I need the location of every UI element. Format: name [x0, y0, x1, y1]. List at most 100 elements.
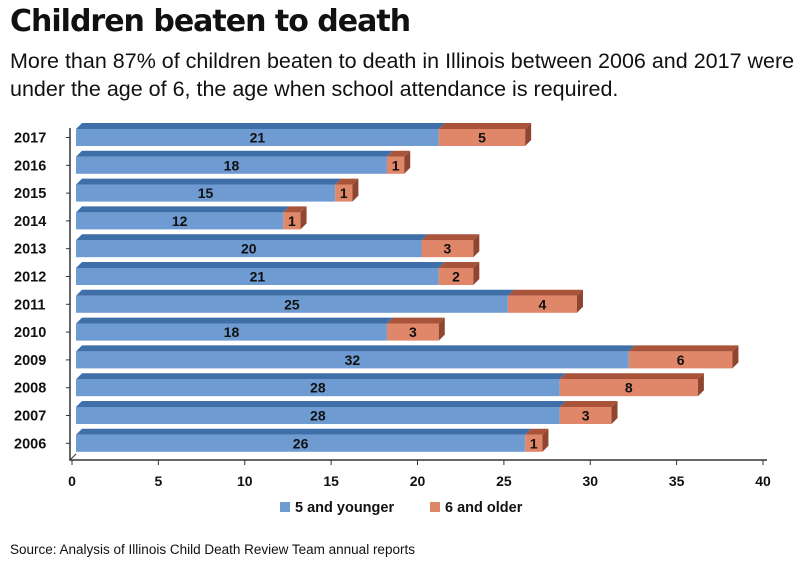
data-label-6-and-older: 8 — [625, 380, 633, 396]
data-label-6-and-older: 2 — [452, 269, 460, 285]
bar-top-6-and-older — [438, 123, 532, 129]
bar-6-and-older — [507, 295, 577, 313]
category-label: 2014 — [14, 214, 46, 230]
bar-top-6-and-older — [386, 150, 411, 157]
x-tick-label: 40 — [755, 473, 771, 489]
legend-swatch-6-and-older — [430, 502, 440, 512]
bar-6-and-older — [525, 434, 543, 452]
data-label-5-and-younger: 18 — [224, 157, 240, 173]
data-label-5-and-younger: 26 — [293, 435, 309, 451]
bar-side-6-and-older — [525, 123, 532, 146]
bar-6-and-older — [438, 268, 474, 285]
bar-6-and-older — [559, 379, 698, 397]
data-label-6-and-older: 1 — [288, 213, 296, 229]
bar-top-5-and-younger — [76, 317, 393, 324]
data-label-6-and-older: 4 — [539, 296, 547, 312]
bar-top-5-and-younger — [76, 401, 566, 407]
data-label-5-and-younger: 25 — [284, 296, 300, 312]
bar-side-6-and-older — [352, 178, 359, 202]
data-label-6-and-older: 3 — [582, 408, 590, 424]
bar-top-5-and-younger — [76, 206, 290, 213]
bar-top-6-and-older — [421, 234, 480, 241]
legend-label-6-and-older: 6 and older — [445, 500, 523, 516]
data-label-5-and-younger: 20 — [241, 241, 257, 257]
data-label-6-and-older: 6 — [677, 352, 685, 368]
category-label: 2008 — [14, 381, 46, 397]
bar-top-5-and-younger — [76, 234, 428, 241]
category-label: 2011 — [14, 297, 45, 313]
x-tick-label: 20 — [410, 473, 426, 489]
bar-top-6-and-older — [507, 289, 583, 296]
bar-6-and-older — [438, 129, 526, 146]
x-tick-label: 10 — [237, 473, 253, 489]
data-label-5-and-younger: 15 — [198, 185, 214, 201]
bar-top-5-and-younger — [76, 289, 514, 296]
bar-side-6-and-older — [300, 206, 307, 230]
category-label: 2006 — [14, 436, 46, 452]
bar-6-and-older — [421, 240, 474, 258]
bar-top-6-and-older — [283, 206, 307, 213]
chart-title: Children beaten to death — [10, 4, 411, 39]
chart-legend: 5 and younger 6 and older — [280, 500, 523, 516]
data-label-5-and-younger: 21 — [250, 130, 266, 146]
category-label: 2009 — [14, 353, 46, 369]
bar-side-6-and-older — [732, 345, 739, 369]
bar-side-6-and-older — [697, 373, 704, 397]
bar-top-5-and-younger — [76, 373, 566, 380]
category-label: 2007 — [14, 409, 46, 425]
category-label: 2012 — [14, 270, 46, 286]
bar-5-and-younger — [76, 184, 336, 202]
bar-top-6-and-older — [335, 178, 359, 185]
bar-side-6-and-older — [404, 150, 411, 174]
data-label-5-and-younger: 12 — [172, 213, 188, 229]
bar-6-and-older — [559, 407, 612, 424]
bar-top-6-and-older — [559, 401, 618, 407]
data-label-5-and-younger: 32 — [345, 352, 361, 368]
bar-top-5-and-younger — [76, 150, 393, 157]
data-label-5-and-younger: 28 — [310, 380, 326, 396]
data-label-6-and-older: 3 — [409, 324, 417, 340]
bar-side-6-and-older — [438, 317, 445, 341]
data-label-5-and-younger: 21 — [250, 269, 266, 285]
data-label-5-and-younger: 28 — [310, 408, 326, 424]
bar-side-6-and-older — [611, 401, 618, 424]
category-label: 2010 — [14, 325, 46, 341]
bar-5-and-younger — [76, 379, 560, 397]
bar-top-5-and-younger — [76, 428, 532, 435]
bar-top-6-and-older — [438, 262, 480, 268]
bar-top-5-and-younger — [76, 178, 342, 185]
bar-side-6-and-older — [473, 234, 480, 258]
data-label-6-and-older: 1 — [392, 157, 400, 173]
bar-5-and-younger — [76, 407, 560, 424]
axis-corner — [69, 453, 77, 461]
category-label: 2015 — [14, 186, 46, 202]
bar-side-6-and-older — [473, 262, 480, 285]
data-label-6-and-older: 3 — [444, 241, 452, 257]
bar-top-6-and-older — [559, 373, 704, 380]
x-tick-label: 35 — [669, 473, 685, 489]
chart-subtitle: More than 87% of children beaten to deat… — [10, 49, 795, 101]
category-label: 2017 — [14, 131, 46, 147]
bar-6-and-older — [386, 323, 439, 341]
category-label: 2016 — [14, 158, 46, 174]
bar-side-6-and-older — [542, 428, 549, 452]
chart-bars — [76, 123, 739, 452]
chart-axes: 0 5 10 15 20 25 30 35 40 — [66, 128, 771, 489]
bar-6-and-older — [628, 351, 733, 369]
bar-6-and-older — [283, 212, 301, 230]
bar-5-and-younger — [76, 268, 439, 285]
bar-top-6-and-older — [386, 317, 445, 324]
bar-5-and-younger — [76, 295, 508, 313]
x-tick-label: 30 — [582, 473, 598, 489]
data-label-5-and-younger: 18 — [224, 324, 240, 340]
bar-top-6-and-older — [628, 345, 739, 352]
bar-top-5-and-younger — [76, 345, 635, 352]
bar-top-5-and-younger — [76, 262, 445, 268]
data-label-6-and-older: 1 — [530, 435, 538, 451]
bar-6-and-older — [335, 184, 353, 202]
x-tick-label: 15 — [323, 473, 339, 489]
bar-top-6-and-older — [525, 428, 549, 435]
data-label-6-and-older: 5 — [478, 130, 486, 146]
